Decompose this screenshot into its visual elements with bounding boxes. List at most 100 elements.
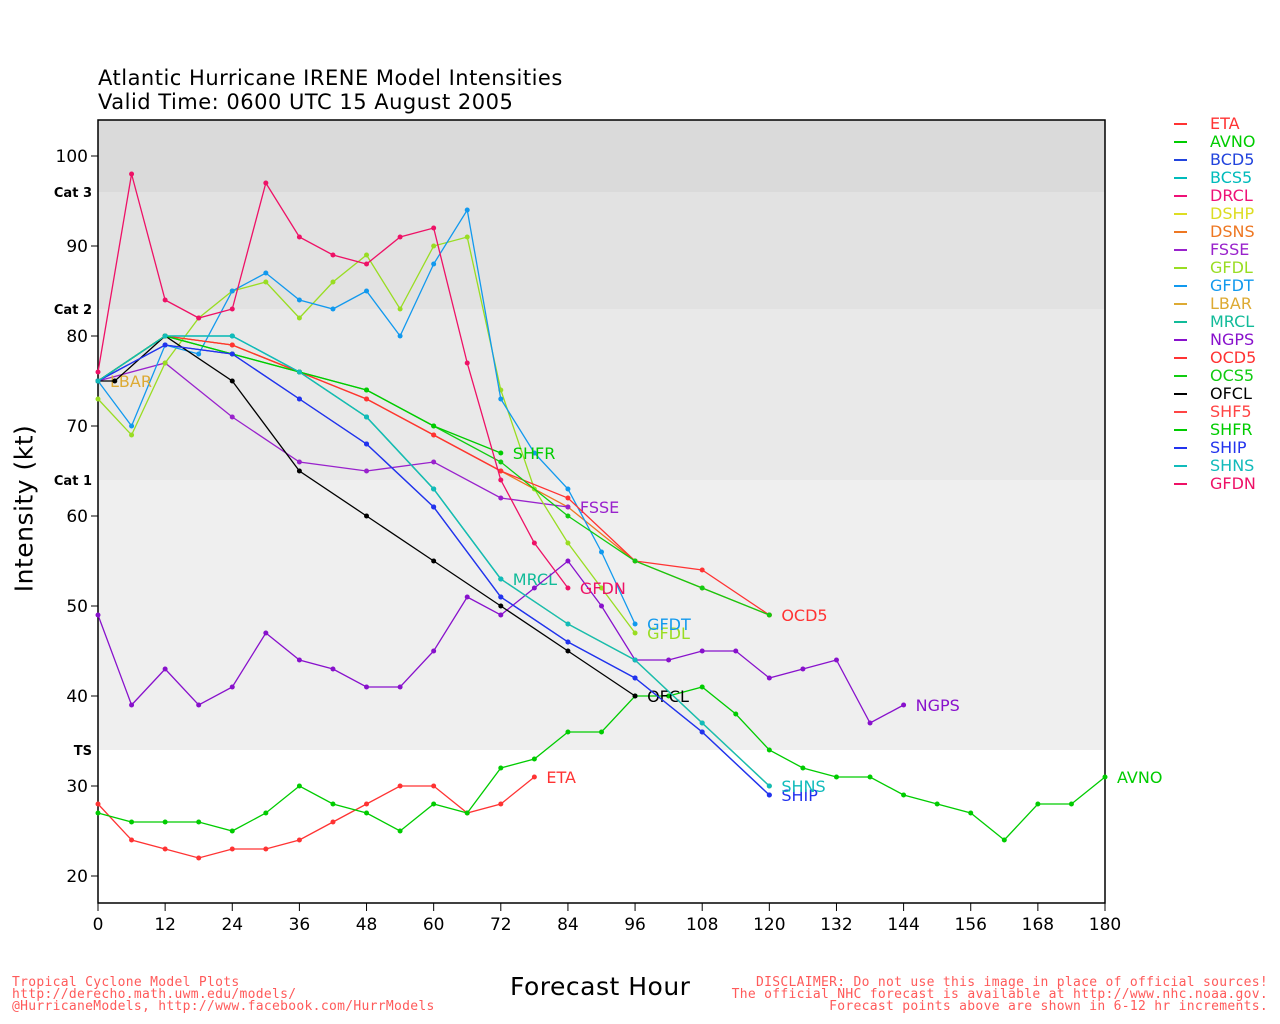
legend-label: LBAR: [1210, 294, 1252, 313]
data-point-gfdt: [397, 333, 403, 339]
legend-label: OCD5: [1210, 348, 1257, 367]
data-point-avno: [330, 801, 336, 807]
y-tick-label: 60: [66, 507, 88, 527]
data-point-gfdn: [498, 477, 504, 483]
category-band-label: Cat 1: [54, 474, 92, 489]
data-point-avno: [733, 711, 739, 717]
plot-frame: [97, 119, 1106, 904]
x-tick-label: 12: [154, 915, 176, 935]
data-point-gfdn: [95, 369, 101, 375]
legend-swatch: [1174, 375, 1187, 377]
data-point-gfdn: [263, 180, 269, 186]
data-point-shfr: [431, 423, 437, 429]
data-point-ocd5: [431, 432, 437, 438]
data-point-avno: [1068, 801, 1074, 807]
data-point-fsse: [229, 414, 235, 420]
data-point-gfdn: [565, 585, 571, 591]
series-end-label: OFCL: [647, 687, 689, 706]
data-point-avno: [1035, 801, 1041, 807]
legend-swatch: [1174, 249, 1187, 251]
data-point-eta: [95, 801, 101, 807]
legend-item: GFDN: [1170, 475, 1280, 493]
category-band: [98, 192, 1105, 309]
x-tick-label: 0: [93, 915, 104, 935]
data-point-ship: [766, 792, 772, 798]
data-point-avno: [229, 828, 235, 834]
series-end-label: NGPS: [916, 696, 960, 715]
data-point-eta: [431, 783, 437, 789]
data-point-eta: [531, 774, 537, 780]
data-point-ngps: [129, 702, 135, 708]
footer-disclaimer-line: Forecast points above are shown in 6-12 …: [829, 999, 1268, 1014]
series-end-label: AVNO: [1117, 768, 1162, 787]
series-end-label: ETA: [546, 768, 576, 787]
series-end-label: GFDN: [580, 579, 626, 598]
x-tick-label: 168: [1022, 915, 1054, 935]
legend-label: BCD5: [1210, 150, 1255, 169]
legend-swatch: [1174, 429, 1187, 431]
legend-swatch: [1174, 177, 1187, 179]
data-point-gfdt: [431, 261, 437, 267]
data-point-eta: [364, 801, 370, 807]
data-point-shns: [229, 333, 235, 339]
data-point-eta: [498, 801, 504, 807]
legend-item: SHNS: [1170, 457, 1280, 475]
legend-swatch: [1174, 465, 1187, 467]
legend-swatch: [1174, 267, 1187, 269]
footer-credit-line: @HurricaneModels, http://www.facebook.co…: [12, 999, 435, 1014]
legend-item: BCS5: [1170, 169, 1280, 187]
x-tick-label: 84: [557, 915, 579, 935]
data-point-gfdn: [330, 252, 336, 258]
category-band: [98, 480, 1105, 750]
data-point-avno: [431, 801, 437, 807]
legend-swatch: [1174, 483, 1187, 485]
data-point-avno: [196, 819, 202, 825]
legend-item: NGPS: [1170, 331, 1280, 349]
data-point-ofcl: [565, 648, 571, 654]
data-point-fsse: [296, 459, 302, 465]
data-point-ocd5: [498, 468, 504, 474]
legend-label: DSNS: [1210, 222, 1255, 241]
data-point-ngps: [800, 666, 806, 672]
y-tick-label: 20: [66, 867, 88, 887]
data-point-avno: [296, 783, 302, 789]
y-tick-label: 80: [66, 327, 88, 347]
data-point-ocs5: [699, 585, 705, 591]
data-point-avno: [1102, 774, 1108, 780]
legend-item: DRCL: [1170, 187, 1280, 205]
legend-item: DSNS: [1170, 223, 1280, 241]
legend-label: ETA: [1210, 114, 1240, 133]
data-point-fsse: [364, 468, 370, 474]
data-point-gfdn: [364, 261, 370, 267]
footer-disclaimer-line: DISCLAIMER: Do not use this image in pla…: [756, 975, 1268, 990]
legend-label: SHF5: [1210, 402, 1252, 421]
data-point-ofcl: [364, 513, 370, 519]
data-point-gfdt: [498, 396, 504, 402]
data-point-eta: [330, 819, 336, 825]
data-point-ngps: [565, 558, 571, 564]
data-point-gfdt: [599, 549, 604, 555]
legend-swatch: [1174, 159, 1187, 161]
chart-title: Atlantic Hurricane IRENE Model Intensiti…: [98, 66, 563, 90]
data-point-gfdn: [229, 306, 235, 312]
data-point-eta: [162, 846, 168, 852]
legend-label: DRCL: [1210, 186, 1253, 205]
data-point-ngps: [867, 720, 873, 726]
legend-label: SHIP: [1210, 438, 1247, 457]
footer-credit-line: http://derecho.math.uwm.edu/models/: [12, 987, 297, 1002]
data-point-ocs5: [632, 558, 638, 564]
data-point-ngps: [397, 684, 403, 690]
data-point-gfdt: [565, 486, 571, 492]
data-point-ngps: [330, 666, 336, 672]
data-point-gfdt: [263, 270, 269, 276]
legend-swatch: [1174, 411, 1187, 413]
legend-swatch: [1174, 303, 1187, 305]
footer-disclaimer-line: The official NHC forecast is available a…: [731, 987, 1268, 1002]
data-point-shns: [364, 414, 370, 420]
data-point-ocd5: [699, 567, 705, 573]
data-point-avno: [565, 729, 571, 735]
data-point-gfdn: [397, 234, 403, 240]
data-point-ocd5: [364, 396, 370, 402]
data-point-ofcl: [112, 378, 118, 384]
data-point-gfdl: [431, 243, 437, 249]
